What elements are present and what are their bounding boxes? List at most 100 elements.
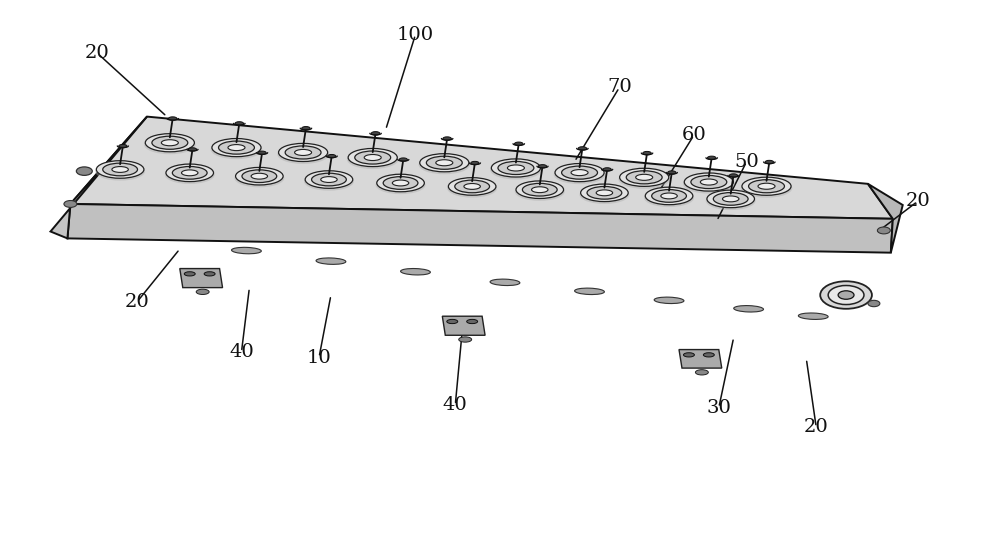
Ellipse shape: [683, 174, 735, 194]
Ellipse shape: [578, 147, 587, 150]
Ellipse shape: [236, 167, 283, 185]
Ellipse shape: [258, 151, 266, 155]
Ellipse shape: [467, 319, 478, 324]
Text: 70: 70: [607, 79, 632, 96]
Ellipse shape: [507, 165, 524, 171]
Ellipse shape: [464, 184, 480, 189]
Ellipse shape: [447, 319, 458, 324]
Text: 20: 20: [85, 44, 110, 62]
Ellipse shape: [371, 132, 380, 135]
Ellipse shape: [765, 160, 774, 164]
Ellipse shape: [447, 179, 497, 197]
Ellipse shape: [459, 337, 472, 342]
Ellipse shape: [596, 190, 613, 196]
Text: 60: 60: [682, 126, 706, 144]
Ellipse shape: [383, 177, 418, 189]
Ellipse shape: [742, 177, 791, 195]
Ellipse shape: [587, 187, 622, 199]
Ellipse shape: [654, 297, 684, 303]
Ellipse shape: [516, 181, 564, 198]
Ellipse shape: [181, 170, 198, 176]
Ellipse shape: [741, 179, 792, 198]
Ellipse shape: [661, 193, 677, 199]
Ellipse shape: [515, 182, 565, 201]
Ellipse shape: [626, 171, 662, 184]
Polygon shape: [679, 349, 722, 368]
Ellipse shape: [188, 148, 197, 151]
Polygon shape: [67, 204, 893, 253]
Ellipse shape: [219, 141, 254, 154]
Ellipse shape: [172, 166, 207, 179]
Ellipse shape: [571, 170, 588, 175]
Ellipse shape: [426, 156, 462, 169]
Ellipse shape: [798, 313, 828, 319]
Ellipse shape: [707, 156, 716, 159]
Ellipse shape: [348, 149, 397, 166]
Ellipse shape: [376, 175, 426, 194]
Ellipse shape: [420, 154, 469, 172]
Ellipse shape: [490, 160, 542, 179]
Ellipse shape: [490, 279, 520, 286]
Ellipse shape: [377, 174, 424, 192]
Ellipse shape: [491, 159, 540, 177]
Ellipse shape: [242, 170, 277, 182]
Ellipse shape: [522, 184, 557, 196]
Ellipse shape: [277, 145, 329, 164]
Ellipse shape: [305, 171, 353, 188]
Ellipse shape: [828, 286, 864, 304]
Ellipse shape: [706, 192, 756, 210]
Ellipse shape: [196, 289, 209, 294]
Ellipse shape: [96, 160, 144, 178]
Ellipse shape: [532, 187, 548, 193]
Ellipse shape: [235, 121, 244, 125]
Ellipse shape: [562, 166, 598, 179]
Text: 20: 20: [804, 418, 829, 437]
Ellipse shape: [868, 300, 880, 307]
Ellipse shape: [758, 183, 775, 189]
Ellipse shape: [645, 187, 693, 205]
Ellipse shape: [436, 160, 453, 166]
Ellipse shape: [64, 201, 77, 208]
Ellipse shape: [579, 186, 629, 204]
Ellipse shape: [251, 173, 268, 179]
Polygon shape: [180, 269, 223, 288]
Ellipse shape: [279, 143, 328, 162]
Ellipse shape: [211, 140, 262, 159]
Polygon shape: [868, 184, 903, 253]
Ellipse shape: [695, 370, 708, 375]
Polygon shape: [442, 316, 485, 335]
Text: 40: 40: [443, 396, 468, 414]
Ellipse shape: [112, 166, 128, 172]
Ellipse shape: [603, 168, 611, 171]
Ellipse shape: [184, 272, 195, 276]
Ellipse shape: [514, 142, 523, 146]
Ellipse shape: [316, 258, 346, 264]
Ellipse shape: [364, 155, 381, 160]
Ellipse shape: [707, 190, 754, 208]
Ellipse shape: [455, 180, 490, 193]
Ellipse shape: [471, 162, 479, 165]
Ellipse shape: [328, 155, 336, 158]
Ellipse shape: [321, 177, 337, 182]
Ellipse shape: [95, 162, 145, 181]
Ellipse shape: [399, 158, 407, 162]
Ellipse shape: [103, 163, 138, 176]
Ellipse shape: [734, 305, 763, 312]
Ellipse shape: [498, 162, 534, 174]
Ellipse shape: [618, 170, 670, 189]
Ellipse shape: [168, 117, 177, 120]
Ellipse shape: [555, 164, 604, 182]
Ellipse shape: [355, 151, 391, 164]
Ellipse shape: [166, 164, 214, 181]
Ellipse shape: [419, 155, 470, 174]
Text: 20: 20: [905, 192, 930, 210]
Ellipse shape: [295, 149, 312, 156]
Ellipse shape: [119, 144, 127, 148]
Ellipse shape: [228, 144, 245, 151]
Text: 50: 50: [734, 152, 759, 171]
Ellipse shape: [652, 189, 686, 202]
Ellipse shape: [304, 172, 354, 190]
Text: 20: 20: [125, 293, 149, 311]
Ellipse shape: [581, 184, 628, 202]
Ellipse shape: [877, 227, 890, 234]
